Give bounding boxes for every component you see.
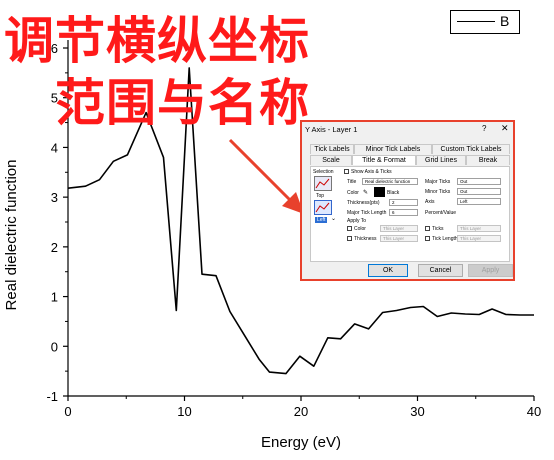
major-tick-length-label: Major Tick Length <box>347 210 387 216</box>
color-value: Black <box>387 190 400 196</box>
axis-select[interactable]: Left <box>457 198 501 205</box>
chart-legend: B <box>450 10 520 34</box>
apply-color-select[interactable]: This Layer <box>380 225 418 232</box>
series-line-b <box>67 67 534 375</box>
y-tick-label: 0 <box>51 339 58 354</box>
show-axis-checkbox[interactable] <box>344 169 349 174</box>
minor-ticks-select[interactable]: Out <box>457 188 501 195</box>
annotation-arrow-line <box>228 138 298 208</box>
y-tick-label: 5 <box>51 91 58 106</box>
tab-row-2: Scale Title & Format Grid Lines Break <box>310 155 510 166</box>
y-tick-label: 2 <box>51 240 58 255</box>
selection-top-label: Top <box>316 193 325 199</box>
y-tick-label: -1 <box>46 389 58 404</box>
selection-label: Selection <box>313 169 334 175</box>
dialog-title: Y Axis - Layer 1 <box>305 125 358 134</box>
apply-thickness-select[interactable]: This Layer <box>380 235 418 242</box>
y-tick-label: 4 <box>51 140 58 155</box>
legend-line-swatch <box>457 21 495 22</box>
apply-ticks-label: Ticks <box>432 226 444 232</box>
tab-grid-lines[interactable]: Grid Lines <box>416 155 466 165</box>
apply-thickness-label: Thickness <box>354 236 377 242</box>
tab-row-1: Tick Labels Minor Tick Labels Custom Tic… <box>310 144 510 155</box>
apply-thickness-checkbox[interactable] <box>347 236 352 241</box>
major-ticks-select[interactable]: Out <box>457 178 501 185</box>
selection-left-icon[interactable] <box>314 200 332 215</box>
tab-scale[interactable]: Scale <box>310 155 352 165</box>
percent-value-label: Percent/Value <box>425 210 457 216</box>
selection-left-label[interactable]: Left <box>315 217 328 223</box>
y-tick-label: 6 <box>51 41 58 56</box>
annotation-arrow-head <box>282 192 304 214</box>
tab-break[interactable]: Break <box>466 155 510 165</box>
show-axis-label: Show Axis & Ticks <box>351 169 392 175</box>
title-input[interactable]: Real dielectric function <box>362 178 418 185</box>
x-tick-label: 40 <box>527 404 541 419</box>
x-tick-label: 30 <box>410 404 424 419</box>
eyedropper-icon[interactable]: ✎ <box>363 190 369 196</box>
apply-color-label: Color <box>354 226 366 232</box>
y-tick-label: 3 <box>51 190 58 205</box>
major-ticks-label: Major Ticks <box>425 179 451 185</box>
apply-color-checkbox[interactable] <box>347 226 352 231</box>
x-axis-label: Energy (eV) <box>261 434 341 451</box>
color-label: Color <box>347 190 359 196</box>
x-tick-label: 10 <box>177 404 191 419</box>
axis-label: Axis <box>425 199 435 205</box>
legend-entry-b: B <box>500 13 510 29</box>
color-swatch[interactable] <box>374 187 385 197</box>
y-axis-label: Real dielectric function <box>3 160 20 311</box>
apply-to-label: Apply To <box>347 218 367 224</box>
close-button[interactable]: ✕ <box>501 123 509 133</box>
apply-ticklength-checkbox[interactable] <box>425 236 430 241</box>
apply-ticks-select[interactable]: This Layer <box>457 225 501 232</box>
apply-ticklength-label: Tick Length <box>432 236 458 242</box>
chart-ticks: 0 10 20 30 40 -1 0 1 2 3 4 5 6 <box>46 41 541 419</box>
tab-minor-tick-labels[interactable]: Minor Tick Labels <box>354 144 432 154</box>
title-label: Title <box>347 179 357 185</box>
x-tick-label: 0 <box>64 404 71 419</box>
y-axis-dialog: Y Axis - Layer 1 ? ✕ Tick Labels Minor T… <box>300 120 515 281</box>
ok-button[interactable]: OK <box>368 264 408 277</box>
x-tick-label: 20 <box>294 404 308 419</box>
tab-title-format[interactable]: Title & Format <box>352 155 416 165</box>
tab-tick-labels[interactable]: Tick Labels <box>310 144 354 154</box>
annotation-text-line1: 调节横纵坐标 <box>4 12 310 70</box>
apply-ticks-checkbox[interactable] <box>425 226 430 231</box>
annotation-text-line2: 范围与名称 <box>55 74 310 132</box>
selection-dropdown-icon[interactable]: ⌄ <box>331 216 337 222</box>
minor-ticks-label: Minor Ticks <box>425 189 451 195</box>
thickness-label: Thickness(pts) <box>347 200 380 206</box>
title-format-panel: Selection Top Left ⌄ Show Axis & Ticks T… <box>310 166 510 262</box>
apply-button[interactable]: Apply <box>468 264 513 277</box>
selection-top-icon[interactable] <box>314 176 332 191</box>
y-tick-label: 1 <box>51 290 58 305</box>
help-button[interactable]: ? <box>482 124 487 133</box>
cancel-button[interactable]: Cancel <box>418 264 463 277</box>
major-tick-length-select[interactable]: 6 <box>389 209 418 216</box>
apply-ticklength-select[interactable]: This Layer <box>457 235 501 242</box>
tab-custom-tick-labels[interactable]: Custom Tick Labels <box>432 144 510 154</box>
thickness-select[interactable]: 2 <box>389 199 418 206</box>
